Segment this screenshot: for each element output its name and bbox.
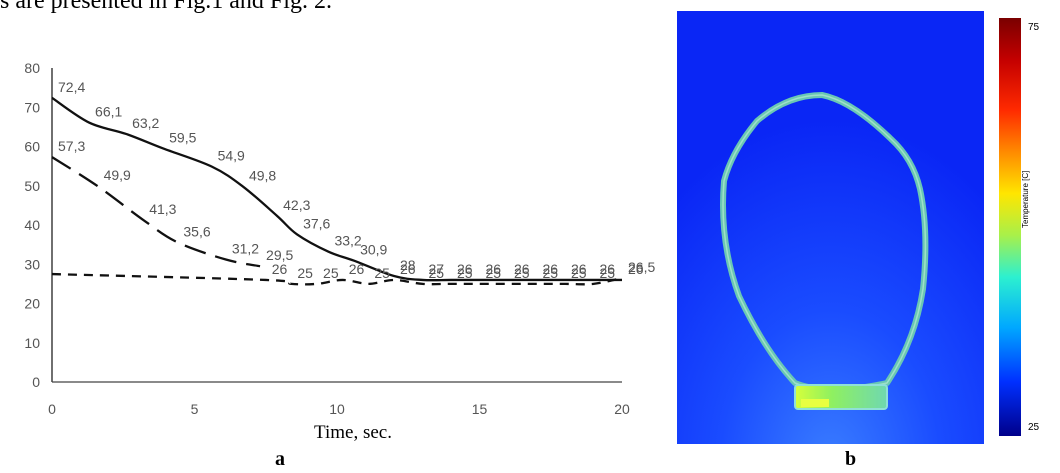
x-tick-label: 10 (329, 401, 345, 417)
y-tick-label: 60 (24, 139, 40, 155)
series-3-line (51, 272, 623, 286)
data-label: 42,3 (283, 197, 310, 213)
data-label: 49,9 (104, 167, 131, 183)
y-tick-label: 30 (24, 256, 40, 272)
color-scale-bar (999, 18, 1021, 436)
data-label: 26 (628, 261, 644, 277)
panel-letter-b: b (845, 448, 857, 470)
y-tick-label: 10 (24, 335, 40, 351)
data-label: 26 (457, 261, 473, 277)
data-label: 26 (272, 261, 288, 277)
x-tick-label: 5 (191, 401, 199, 417)
data-label: 25 (457, 265, 473, 281)
data-label: 25 (323, 265, 339, 281)
data-label: 26 (514, 261, 530, 277)
data-label: 59,5 (169, 129, 196, 145)
data-label: 25 (429, 265, 445, 281)
data-label: 25 (600, 265, 616, 281)
scale-title: Temperature [C] (1021, 170, 1030, 228)
y-tick-label: 0 (32, 374, 40, 390)
data-label: 25 (543, 265, 559, 281)
y-tick-label: 80 (24, 60, 40, 76)
data-label: 26 (349, 261, 365, 277)
x-tick-label: 0 (48, 401, 56, 417)
thermal-image (677, 11, 984, 444)
data-label: 31,2 (232, 241, 259, 257)
scale-min-label: 25 (1028, 422, 1040, 433)
y-tick-label: 50 (24, 178, 40, 194)
data-label: 26 (600, 261, 616, 277)
data-label: 25 (486, 265, 502, 281)
data-label: 57,3 (58, 138, 85, 154)
data-label: 25 (514, 265, 530, 281)
panel-letter-a: a (275, 448, 285, 470)
data-label: 26 (571, 261, 587, 277)
x-tick-label: 20 (614, 401, 630, 417)
data-label: 66,1 (95, 104, 122, 120)
y-tick-label: 70 (24, 99, 40, 115)
data-label: 25 (297, 265, 313, 281)
data-label: 26,5 (628, 259, 655, 275)
caption-fragment: s are presented in Fig.1 and Fig. 2. (0, 0, 332, 14)
data-label: 63,2 (132, 115, 159, 131)
data-label: 30,9 (360, 242, 387, 258)
y-tick-label: 20 (24, 296, 40, 312)
series-1-line (51, 96, 622, 282)
scale-max-label: 75 (1028, 22, 1040, 33)
data-label: 49,8 (249, 168, 276, 184)
y-tick-label: 40 (24, 217, 40, 233)
data-label: 41,3 (149, 201, 176, 217)
data-label: 25 (571, 265, 587, 281)
x-tick-label: 15 (472, 401, 488, 417)
line-chart: 0 10 20 30 40 50 60 70 80 0 5 10 15 20 Time, sec. 72,4 6… (24, 60, 655, 443)
data-label: 33,2 (334, 233, 361, 249)
data-label: 54,9 (218, 148, 245, 164)
data-label: 28 (400, 257, 416, 273)
data-label: 25 (374, 265, 390, 281)
data-label: 26 (543, 261, 559, 277)
data-label: 29,5 (266, 247, 293, 263)
series-2-line (51, 156, 261, 268)
data-label: 37,6 (303, 215, 330, 231)
x-axis-title: Time, sec. (314, 422, 392, 443)
data-label: 35,6 (183, 223, 210, 239)
data-label: 26 (486, 261, 502, 277)
data-label: 27 (429, 261, 445, 277)
data-label: 72,4 (58, 79, 85, 95)
data-label: 26 (400, 261, 416, 277)
